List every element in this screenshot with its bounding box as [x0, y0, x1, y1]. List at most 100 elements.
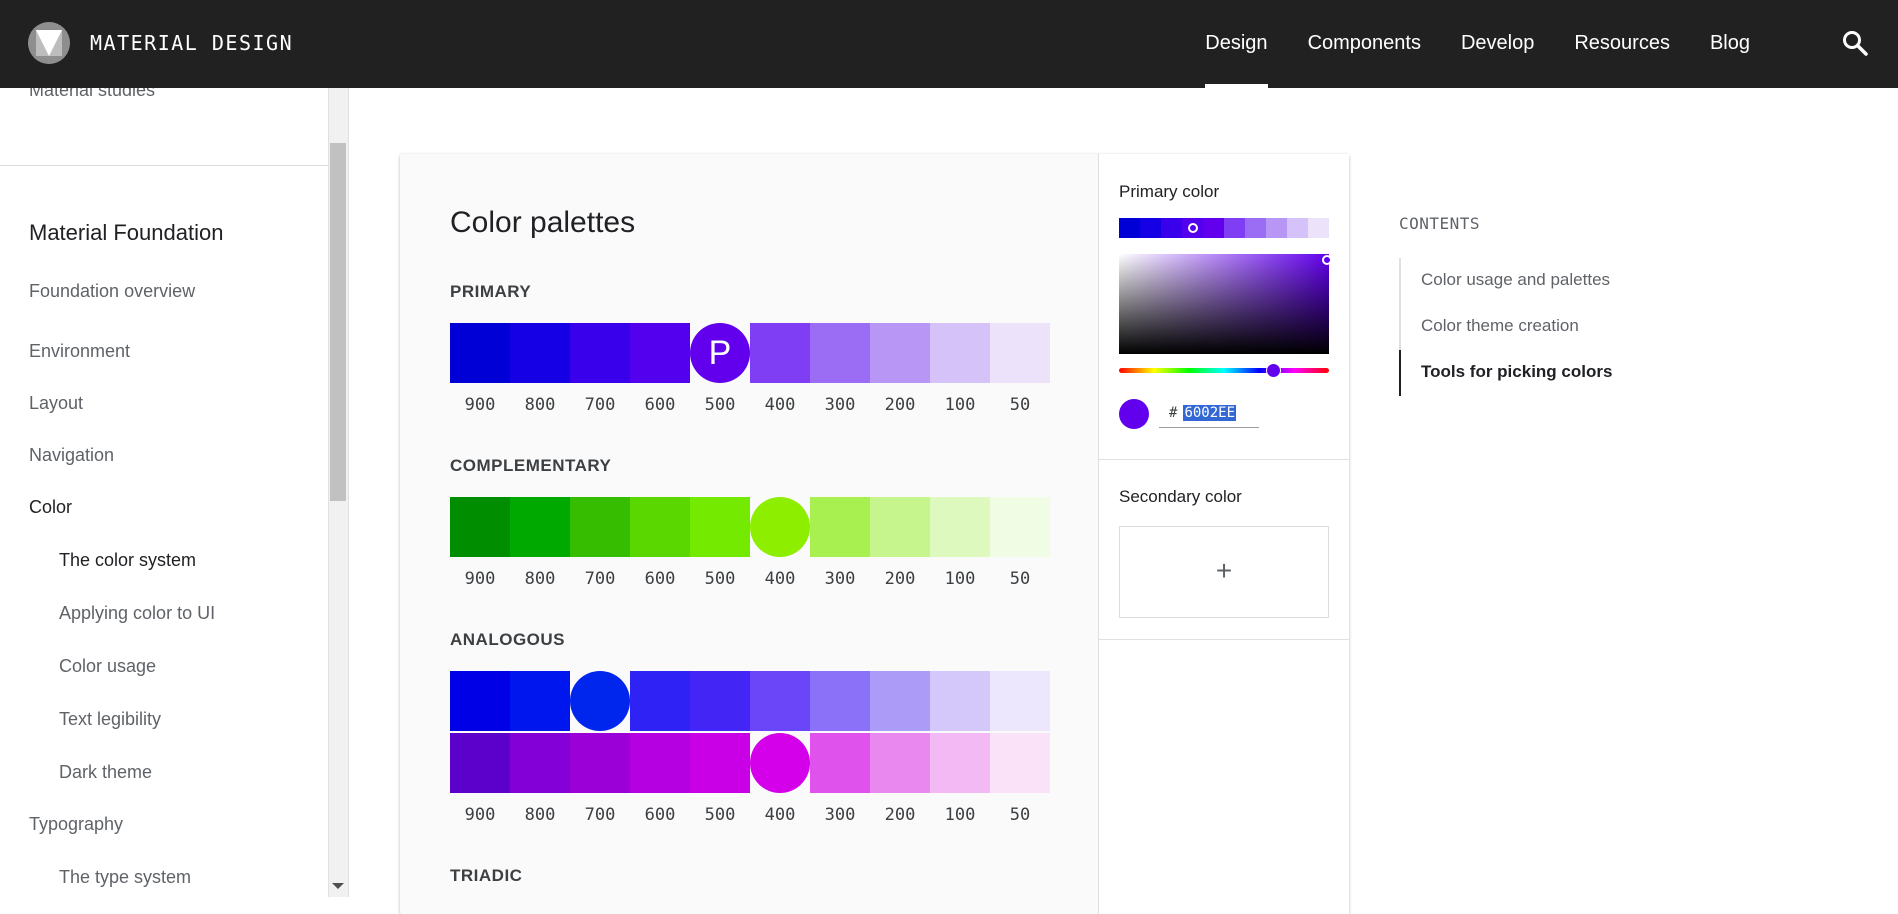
- selected-color-swatch: [1119, 399, 1149, 429]
- complementary-swatch-400[interactable]: [750, 497, 810, 557]
- nav-design[interactable]: Design: [1205, 0, 1268, 88]
- primary-shade-label: 100: [944, 395, 976, 415]
- primary-swatch-100[interactable]: [930, 323, 990, 383]
- analogous-row2-swatch-800[interactable]: [510, 733, 570, 793]
- primary-swatch-600[interactable]: [630, 323, 690, 383]
- hue-slider-handle[interactable]: [1266, 363, 1281, 378]
- add-secondary-color-button[interactable]: +: [1119, 526, 1329, 618]
- complementary-swatch-900[interactable]: [450, 497, 510, 557]
- shade-strip-segment[interactable]: [1287, 218, 1308, 238]
- analogous-row2-swatch-500[interactable]: [690, 733, 750, 793]
- hue-slider[interactable]: [1119, 368, 1329, 373]
- toc-item-color-usage-and-palettes[interactable]: Color usage and palettes: [1421, 270, 1611, 289]
- sidebar-item-foundation-overview[interactable]: Foundation overview: [29, 281, 196, 301]
- primary-swatch-400[interactable]: [750, 323, 810, 383]
- sidebar-item-the-type-system[interactable]: The type system: [59, 867, 192, 887]
- complementary-swatch-50[interactable]: [990, 497, 1050, 557]
- shade-strip-segment[interactable]: [1140, 218, 1161, 238]
- secondary-color-label: Secondary color: [1119, 487, 1242, 506]
- sidebar-item-text-legibility[interactable]: Text legibility: [59, 709, 162, 729]
- toc-item-tools-for-picking-colors[interactable]: Tools for picking colors: [1421, 362, 1613, 381]
- sidebar-section-title[interactable]: Material Foundation: [29, 220, 224, 245]
- primary-swatch-500[interactable]: P: [690, 323, 750, 383]
- sidebar-item-layout[interactable]: Layout: [29, 393, 84, 413]
- analogous-row1-swatch-300[interactable]: [810, 671, 870, 731]
- complementary-shade-label: 800: [524, 569, 556, 589]
- primary-shade-strip[interactable]: [1119, 218, 1329, 238]
- saturation-value-handle[interactable]: [1322, 255, 1332, 265]
- palette-label-complementary: COMPLEMENTARY: [450, 456, 612, 475]
- shade-strip-segment[interactable]: [1203, 218, 1224, 238]
- scroll-down-arrow-icon[interactable]: [332, 883, 344, 889]
- sidebar-scrollbar-thumb[interactable]: [330, 143, 346, 501]
- analogous-row2-swatch-200[interactable]: [870, 733, 930, 793]
- sidebar-item-applying-color-to-ui[interactable]: Applying color to UI: [59, 603, 216, 623]
- shade-strip-handle[interactable]: [1188, 223, 1198, 233]
- hex-input[interactable]: # 6002EE: [1159, 398, 1259, 428]
- palette-label-primary: PRIMARY: [450, 282, 532, 301]
- complementary-swatch-600[interactable]: [630, 497, 690, 557]
- top-app-bar: MATERIAL DESIGN Design Components Develo…: [0, 0, 1898, 88]
- complementary-swatch-200[interactable]: [870, 497, 930, 557]
- analogous-row1-swatch-500[interactable]: [690, 671, 750, 731]
- primary-swatch-50[interactable]: [990, 323, 1050, 383]
- sidebar-item-environment[interactable]: Environment: [29, 341, 131, 361]
- shade-strip-segment[interactable]: [1119, 218, 1140, 238]
- brand-title: MATERIAL DESIGN: [90, 31, 294, 55]
- sidebar-item-color[interactable]: Color: [29, 497, 73, 517]
- analogous-row2-swatch-50[interactable]: [990, 733, 1050, 793]
- analogous-row2-swatch-300[interactable]: [810, 733, 870, 793]
- complementary-swatch-100[interactable]: [930, 497, 990, 557]
- analogous-row2-swatch-700[interactable]: [570, 733, 630, 793]
- analogous-row1-swatch-800[interactable]: [510, 671, 570, 731]
- primary-swatch-900[interactable]: [450, 323, 510, 383]
- analogous-row2-swatch-900[interactable]: [450, 733, 510, 793]
- complementary-swatch-500[interactable]: [690, 497, 750, 557]
- primary-shade-label: 600: [644, 395, 676, 415]
- analogous-row1-swatch-200[interactable]: [870, 671, 930, 731]
- primary-swatch-800[interactable]: [510, 323, 570, 383]
- nav-blog[interactable]: Blog: [1709, 32, 1750, 54]
- nav-components[interactable]: Components: [1307, 32, 1421, 54]
- complementary-shade-label: 50: [1009, 569, 1031, 589]
- sidebar-item-the-color-system[interactable]: The color system: [59, 550, 197, 570]
- sidebar-item-navigation[interactable]: Navigation: [29, 445, 115, 465]
- analogous-shade-label: 200: [884, 805, 916, 825]
- search-icon[interactable]: [1840, 28, 1870, 58]
- shade-strip-segment[interactable]: [1308, 218, 1329, 238]
- analogous-row2-swatch-400[interactable]: [750, 733, 810, 793]
- primary-shade-labels: 900 800 700 600 500 400 300 200 100 50: [450, 395, 1050, 415]
- analogous-row1-swatch-900[interactable]: [450, 671, 510, 731]
- shade-strip-segment[interactable]: [1266, 218, 1287, 238]
- sidebar-item-dark-theme[interactable]: Dark theme: [59, 762, 153, 782]
- analogous-row2-swatch-600[interactable]: [630, 733, 690, 793]
- brand[interactable]: MATERIAL DESIGN: [28, 22, 293, 64]
- shade-strip-segment[interactable]: [1245, 218, 1266, 238]
- nav-develop[interactable]: Develop: [1460, 32, 1535, 54]
- shade-strip-segment[interactable]: [1161, 218, 1182, 238]
- toc-item-color-theme-creation[interactable]: Color theme creation: [1421, 316, 1579, 335]
- sidebar-item-typography[interactable]: Typography: [29, 814, 124, 834]
- saturation-value-picker[interactable]: [1119, 254, 1329, 354]
- analogous-row1-swatch-400[interactable]: [750, 671, 810, 731]
- sidebar-item-color-usage[interactable]: Color usage: [59, 656, 157, 676]
- analogous-row1-swatch-600[interactable]: [630, 671, 690, 731]
- primary-swatch-200[interactable]: [870, 323, 930, 383]
- complementary-swatch-700[interactable]: [570, 497, 630, 557]
- primary-swatch-700[interactable]: [570, 323, 630, 383]
- primary-swatch-300[interactable]: [810, 323, 870, 383]
- analogous-row1-swatch-100[interactable]: [930, 671, 990, 731]
- analogous-row1-swatch-700[interactable]: [570, 671, 630, 731]
- sidebar-item-material-studies[interactable]: Material studies: [29, 88, 156, 100]
- primary-color-label: Primary color: [1119, 182, 1220, 201]
- analogous-row1-swatch-50[interactable]: [990, 671, 1050, 731]
- nav-resources[interactable]: Resources: [1574, 32, 1670, 54]
- analogous-row2-swatch-100[interactable]: [930, 733, 990, 793]
- hex-value[interactable]: 6002EE: [1183, 404, 1237, 421]
- hex-hash: #: [1169, 404, 1178, 421]
- contents-heading: CONTENTS: [1399, 214, 1481, 233]
- shade-strip-segment[interactable]: [1224, 218, 1245, 238]
- palette-label-triadic: TRIADIC: [450, 866, 523, 885]
- complementary-swatch-800[interactable]: [510, 497, 570, 557]
- complementary-swatch-300[interactable]: [810, 497, 870, 557]
